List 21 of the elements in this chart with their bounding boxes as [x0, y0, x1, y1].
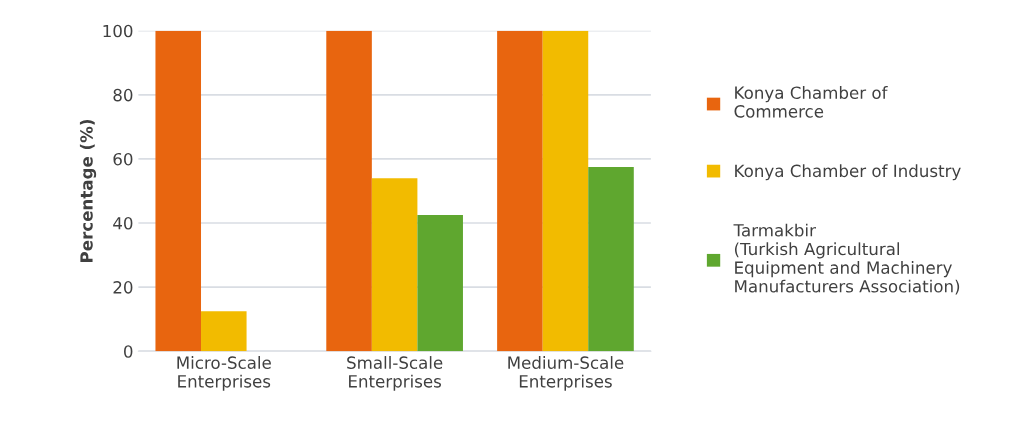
bar	[201, 311, 247, 352]
bar	[155, 30, 202, 352]
y-tick-label: 40	[113, 216, 133, 230]
bar	[542, 30, 589, 352]
y-tick-label: 80	[113, 88, 133, 102]
bar	[326, 30, 372, 352]
bar	[588, 166, 634, 352]
legend-label: Konya Chamber of Commerce	[734, 86, 888, 118]
y-tick-label: 60	[113, 152, 133, 166]
bar	[371, 178, 418, 352]
x-tick-label: Micro-Scale Enterprises	[177, 356, 271, 391]
y-tick-label: 0	[124, 345, 133, 358]
y-axis-title: Percentage (%)	[79, 119, 97, 262]
bar	[417, 215, 463, 352]
y-tick-label: 100	[103, 24, 133, 38]
x-tick-label: Medium-Scale Enterprises	[508, 356, 624, 391]
y-tick-label: 20	[113, 281, 133, 294]
legend-label: Konya Chamber of Industry	[735, 164, 961, 181]
bar	[497, 30, 543, 352]
legend-label: Tarmakbir (Turkish Agricultural Equipment and Machinery Manufacturers Association)	[733, 223, 960, 295]
x-tick-label: Small-Scale Enterprises	[347, 356, 443, 391]
